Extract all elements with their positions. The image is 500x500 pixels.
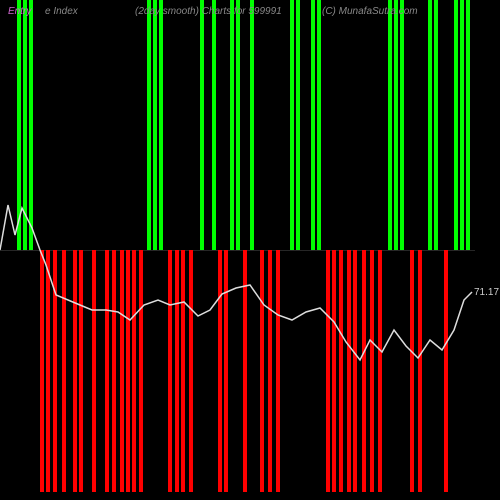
down-bar — [260, 250, 264, 492]
up-bar — [466, 0, 470, 250]
down-bar — [168, 250, 172, 492]
up-bar — [428, 0, 432, 250]
up-bar — [460, 0, 464, 250]
chart-header: Entry e Index (2day smooth) Charts for 5… — [0, 6, 500, 26]
up-bar — [311, 0, 315, 250]
down-bar — [126, 250, 130, 492]
up-bar — [230, 0, 234, 250]
down-bar — [53, 250, 57, 492]
header-copyright: (C) MunafaSutra.com — [322, 6, 418, 17]
up-bar — [317, 0, 321, 250]
up-bar — [23, 0, 27, 250]
down-bar — [332, 250, 336, 492]
down-bar — [181, 250, 185, 492]
down-bar — [410, 250, 414, 492]
down-bar — [224, 250, 228, 492]
up-bar — [200, 0, 204, 250]
up-bar — [400, 0, 404, 250]
down-bar — [339, 250, 343, 492]
up-bar — [236, 0, 240, 250]
down-bar — [105, 250, 109, 492]
down-bar — [132, 250, 136, 492]
up-bar — [290, 0, 294, 250]
up-bar — [394, 0, 398, 250]
down-bar — [243, 250, 247, 492]
header-title: (2day smooth) Charts for 599991 — [135, 6, 282, 17]
down-bar — [139, 250, 143, 492]
up-bar — [250, 0, 254, 250]
down-bar — [73, 250, 77, 492]
down-bar — [268, 250, 272, 492]
down-bar — [218, 250, 222, 492]
down-bar — [362, 250, 366, 492]
down-bar — [189, 250, 193, 492]
down-bar — [347, 250, 351, 492]
up-bar — [159, 0, 163, 250]
up-bar — [212, 0, 216, 250]
chart-area: 71.17 — [0, 0, 500, 500]
up-bar — [434, 0, 438, 250]
down-bar — [276, 250, 280, 492]
down-bar — [175, 250, 179, 492]
up-bar — [29, 0, 33, 250]
down-bar — [378, 250, 382, 492]
down-bar — [62, 250, 66, 492]
header-entry-label: Entry — [8, 6, 31, 17]
up-bar — [296, 0, 300, 250]
down-bar — [79, 250, 83, 492]
down-bar — [326, 250, 330, 492]
down-bar — [46, 250, 50, 492]
up-bar — [17, 0, 21, 250]
up-bar — [454, 0, 458, 250]
down-bar — [92, 250, 96, 492]
up-bar — [147, 0, 151, 250]
down-bar — [353, 250, 357, 492]
down-bar — [444, 250, 448, 492]
down-bar — [418, 250, 422, 492]
price-label: 71.17 — [474, 287, 499, 298]
down-bar — [370, 250, 374, 492]
up-bar — [388, 0, 392, 250]
down-bar — [40, 250, 44, 492]
midline — [0, 250, 475, 251]
header-index-label: e Index — [45, 6, 78, 17]
down-bar — [120, 250, 124, 492]
up-bar — [153, 0, 157, 250]
down-bar — [112, 250, 116, 492]
